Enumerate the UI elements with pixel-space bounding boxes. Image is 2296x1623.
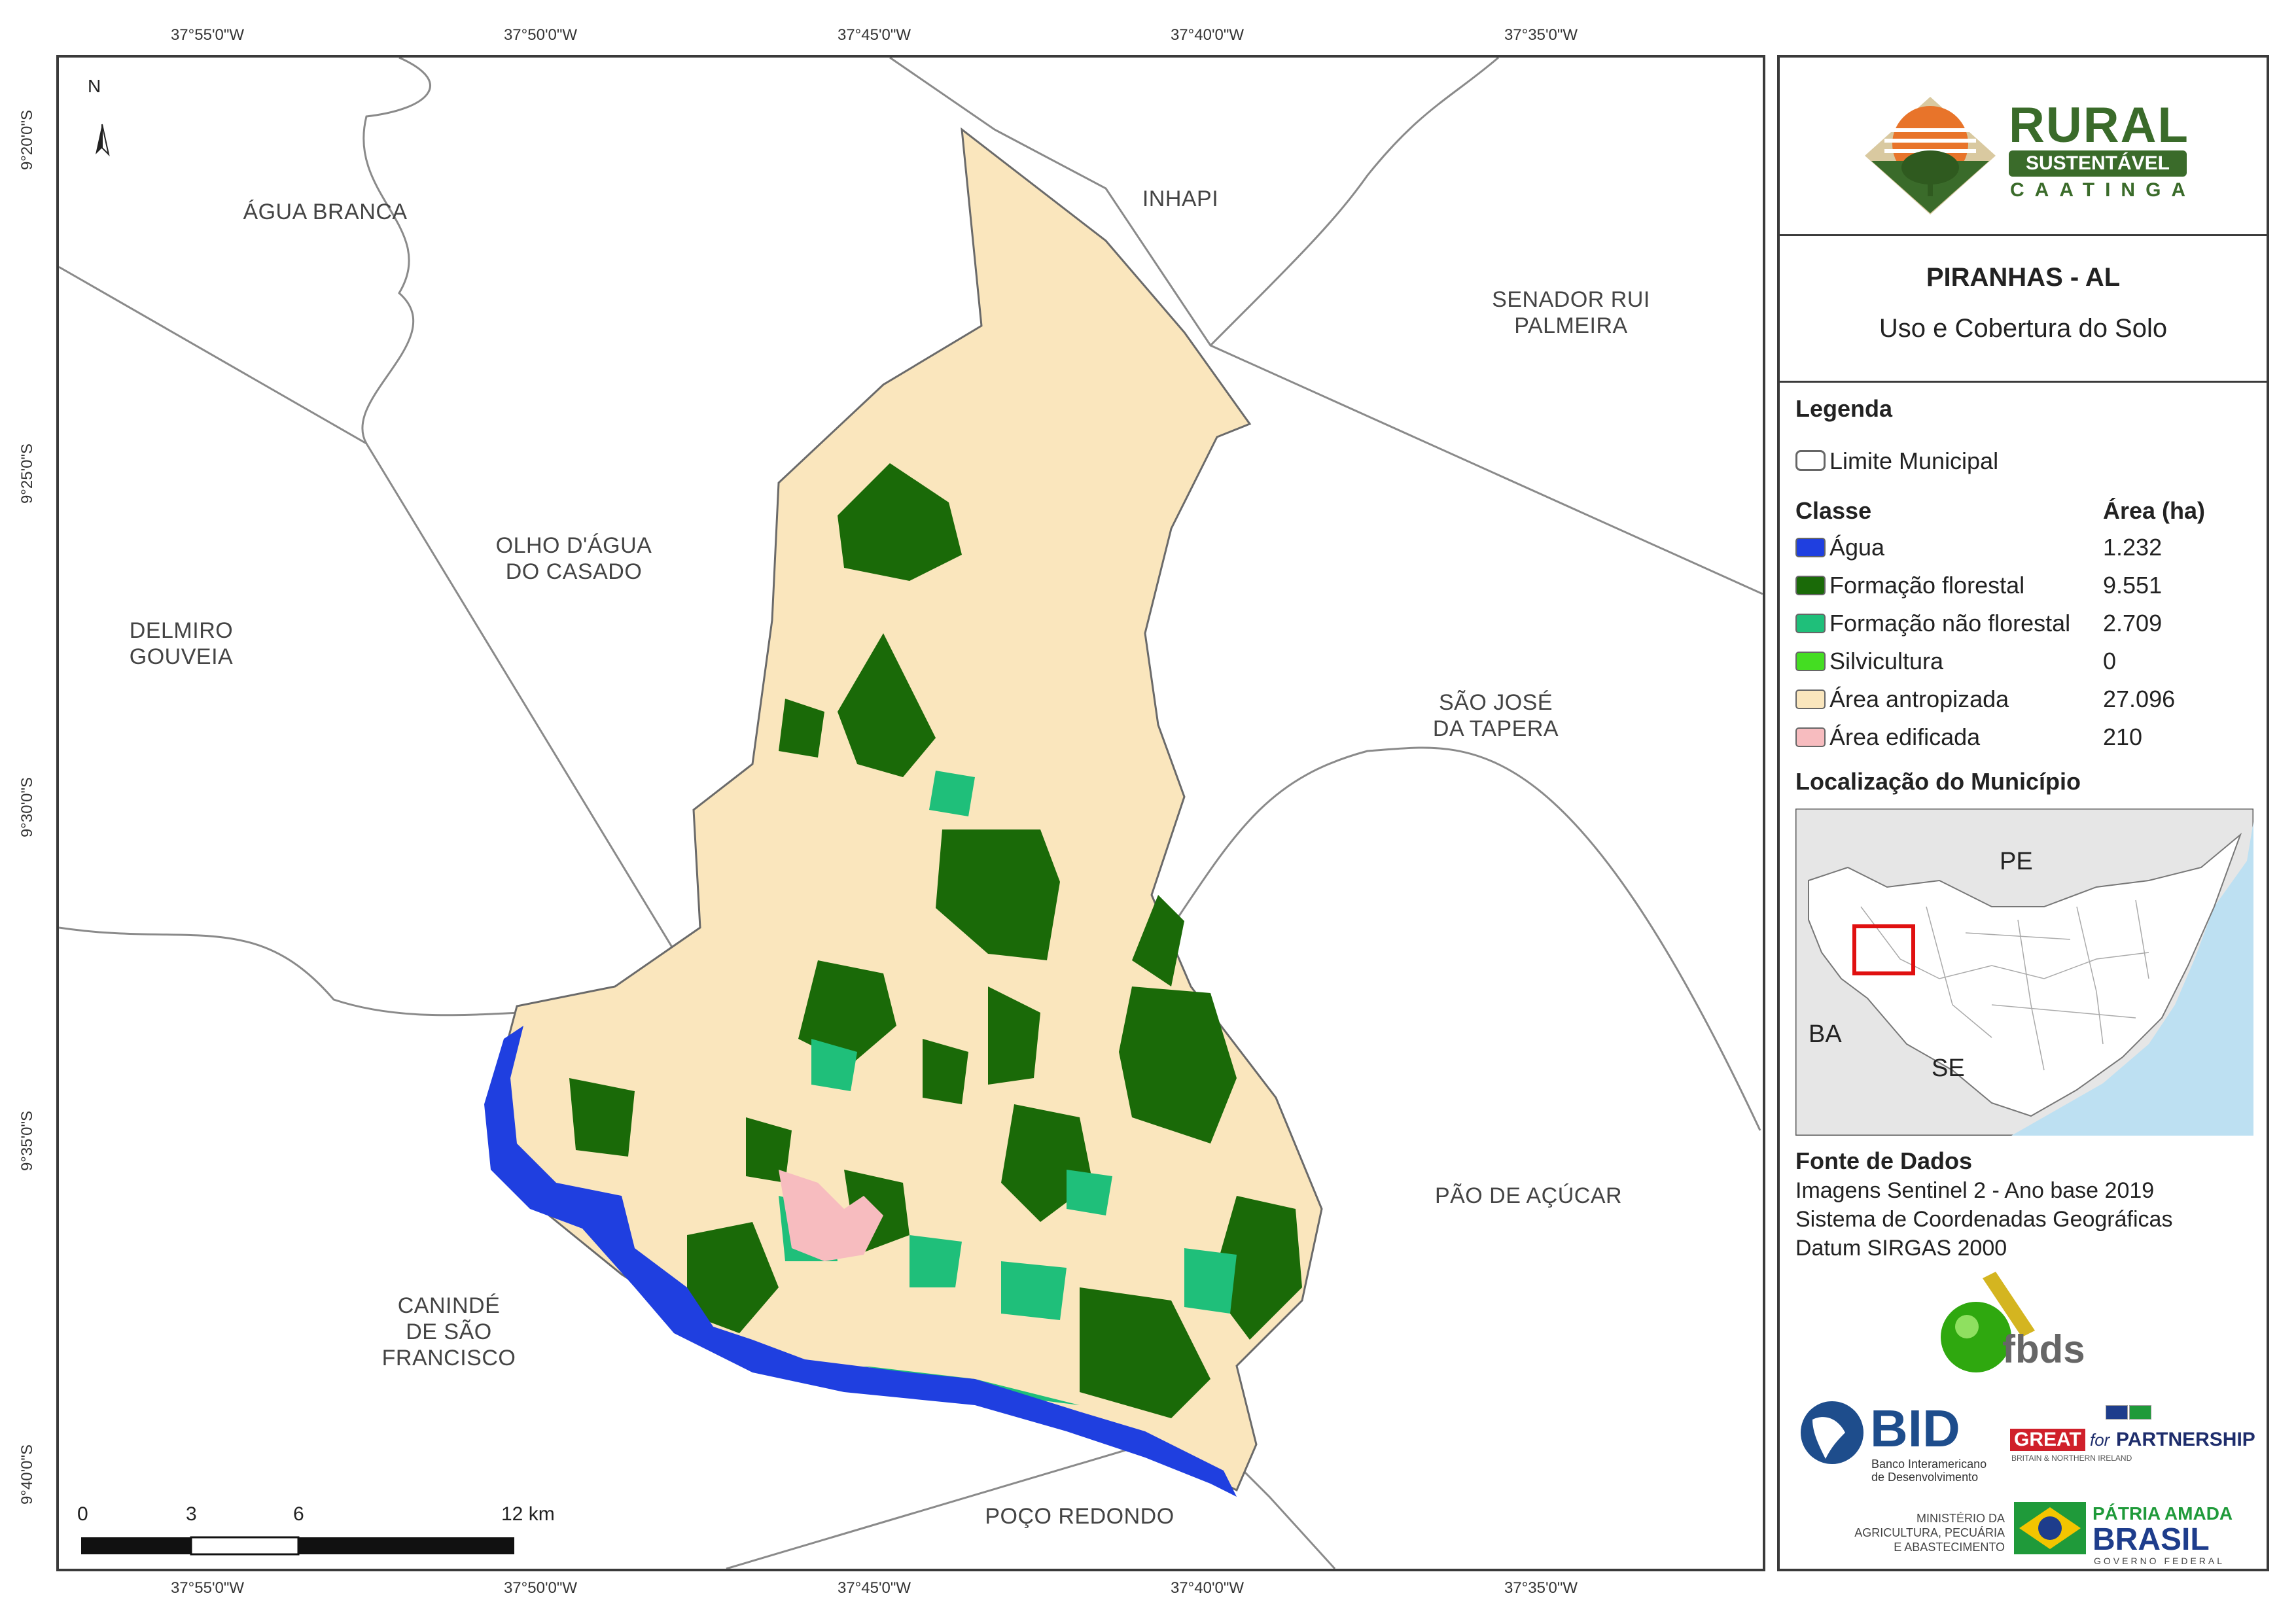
scale-bar xyxy=(81,1536,514,1556)
scale-label-3: 3 xyxy=(186,1503,197,1525)
brasil-flag-icon xyxy=(2014,1502,2086,1554)
great-subtitle: BRITAIN & NORTHERN IRELAND xyxy=(2011,1454,2132,1463)
coord-bottom-5: 37°35'0"W xyxy=(1504,1579,1578,1597)
uk-flag-icon xyxy=(2106,1405,2128,1420)
scale-label-6: 6 xyxy=(293,1503,304,1525)
swatch-silvicultura xyxy=(1795,652,1826,671)
patria-amada: PÁTRIA AMADA xyxy=(2093,1503,2233,1524)
area-agua: 1.232 xyxy=(2103,534,2163,561)
fbds-text: fbds xyxy=(2002,1327,2085,1371)
swatch-formacao-florestal xyxy=(1795,576,1826,595)
logo-word-sustentavel: SUSTENTÁVEL xyxy=(2009,150,2187,177)
location-highlight xyxy=(1852,924,1915,975)
great-badge: GREAT xyxy=(2010,1429,2085,1451)
label-sao-jose-da-tapera: SÃO JOSÉ DA TAPERA xyxy=(1432,690,1559,741)
coord-left-3: 9°30'0"S xyxy=(18,777,37,838)
swatch-area-antropizada xyxy=(1795,689,1826,709)
separator xyxy=(1780,234,2267,236)
coord-top-1: 37°55'0"W xyxy=(170,26,245,44)
bid-text: BID xyxy=(1870,1399,1960,1457)
map-subtitle: Uso e Cobertura do Solo xyxy=(1879,314,2168,343)
rural-sustentavel-logo xyxy=(1865,97,1996,215)
bid-logo-icon xyxy=(1801,1401,1863,1464)
brasil-text: BRASIL xyxy=(2093,1522,2210,1557)
label-senador-rui-palmeira: SENADOR RUI PALMEIRA xyxy=(1492,287,1650,338)
separator xyxy=(1780,381,2267,383)
swatch-formacao-nao-florestal xyxy=(1795,614,1826,633)
label-caninde-de-sao-francisco: CANINDÉ DE SÃO FRANCISCO xyxy=(381,1293,516,1370)
coord-top-5: 37°35'0"W xyxy=(1504,26,1578,44)
label-poco-redondo: POÇO REDONDO xyxy=(985,1504,1174,1529)
class-area-edificada: Área edificada xyxy=(1829,724,1981,750)
ministerio-text: MINISTÉRIO DA AGRICULTURA, PECUÁRIA E AB… xyxy=(1854,1512,2005,1554)
swatch-area-edificada xyxy=(1795,727,1826,747)
class-formacao-florestal: Formação florestal xyxy=(1829,572,2025,599)
boundary-swatch xyxy=(1795,450,1826,471)
class-area-antropizada: Área antropizada xyxy=(1829,686,2009,712)
coord-top-3: 37°45'0"W xyxy=(837,26,911,44)
data-source-line-1: Imagens Sentinel 2 - Ano base 2019 xyxy=(1795,1178,2155,1203)
coord-bottom-2: 37°50'0"W xyxy=(503,1579,578,1597)
location-heading: Localização do Município xyxy=(1795,768,2081,795)
area-formacao-florestal: 9.551 xyxy=(2103,572,2163,599)
area-area-edificada: 210 xyxy=(2103,724,2143,750)
label-inhapi: INHAPI xyxy=(1142,186,1219,211)
data-source-line-3: Datum SIRGAS 2000 xyxy=(1795,1236,2007,1261)
location-inset-map xyxy=(1795,809,2253,1136)
map-canvas xyxy=(59,58,1763,1569)
data-source-line-2: Sistema de Coordenadas Geográficas xyxy=(1795,1207,2173,1232)
boundary-label: Limite Municipal xyxy=(1829,447,1999,474)
class-formacao-nao-florestal: Formação não florestal xyxy=(1829,610,2071,637)
coord-top-4: 37°40'0"W xyxy=(1170,26,1245,44)
area-header: Área (ha) xyxy=(2103,497,2206,524)
legend-heading: Legenda xyxy=(1795,395,1893,422)
class-agua: Água xyxy=(1829,534,1885,561)
coord-left-1: 9°20'0"S xyxy=(18,109,37,171)
logo-word-rural: RURAL xyxy=(2009,97,2189,153)
inset-label-ba: BA xyxy=(1809,1021,1842,1048)
label-delmiro-gouveia: DELMIRO GOUVEIA xyxy=(129,618,234,669)
inset-label-se: SE xyxy=(1932,1055,1965,1082)
area-formacao-nao-florestal: 2.709 xyxy=(2103,610,2163,637)
side-panel: RURAL SUSTENTÁVEL CAATINGA PIRANHAS - AL… xyxy=(1777,55,2269,1571)
logo-word-caatinga: CAATINGA xyxy=(2010,179,2197,201)
north-arrow xyxy=(96,124,110,157)
scale-label-0: 0 xyxy=(77,1503,88,1525)
area-area-antropizada: 27.096 xyxy=(2103,686,2176,712)
north-label: N xyxy=(88,76,101,96)
swatch-agua xyxy=(1795,538,1826,557)
class-silvicultura: Silvicultura xyxy=(1829,648,1944,674)
class-header: Classe xyxy=(1795,497,1872,524)
coord-bottom-3: 37°45'0"W xyxy=(837,1579,911,1597)
great-partnership: PARTNERSHIP xyxy=(2116,1429,2255,1450)
map-title: PIRANHAS - AL xyxy=(1926,263,2121,292)
bid-subtitle: Banco Interamericano de Desenvolvimento xyxy=(1871,1457,1987,1484)
data-source-heading: Fonte de Dados xyxy=(1795,1147,1973,1174)
coord-top-2: 37°50'0"W xyxy=(503,26,578,44)
inset-label-pe: PE xyxy=(2000,848,2033,875)
brazil-flag-icon xyxy=(2129,1405,2151,1420)
coord-bottom-1: 37°55'0"W xyxy=(170,1579,245,1597)
governo-federal: GOVERNO FEDERAL xyxy=(2094,1556,2225,1566)
coord-left-5: 9°40'0"S xyxy=(18,1444,37,1505)
fbds-logo xyxy=(1941,1272,2035,1372)
coord-left-4: 9°35'0"S xyxy=(18,1110,37,1172)
coord-left-2: 9°25'0"S xyxy=(18,443,37,504)
area-silvicultura: 0 xyxy=(2103,648,2117,674)
label-pao-de-acucar: PÃO DE AÇÚCAR xyxy=(1434,1183,1623,1208)
great-for: for xyxy=(2090,1430,2110,1450)
coord-bottom-4: 37°40'0"W xyxy=(1170,1579,1245,1597)
label-olho-dagua-do-casado: OLHO D'ÁGUA DO CASADO xyxy=(495,533,652,584)
piranhas-municipality xyxy=(484,127,1323,1497)
label-agua-branca: ÁGUA BRANCA xyxy=(243,200,408,224)
scale-label-12km: 12 km xyxy=(501,1503,555,1525)
